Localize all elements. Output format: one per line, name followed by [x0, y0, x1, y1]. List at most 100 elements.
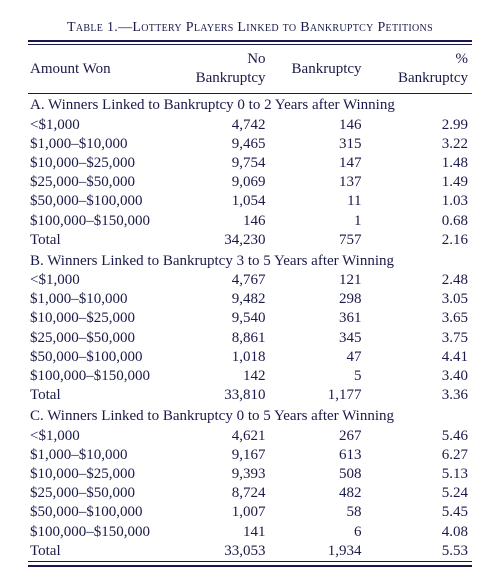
- table-row: $25,000–$50,0008,7244825.24: [28, 484, 472, 503]
- cell-pct-bankruptcy: 3.05: [386, 290, 472, 309]
- cell-amount-won: $10,000–$25,000: [28, 465, 192, 484]
- col-pct-bankruptcy: % Bankruptcy: [386, 45, 472, 93]
- cell-no-bankruptcy: 1,018: [192, 348, 289, 367]
- bottom-rule-thin: [28, 561, 472, 562]
- cell-no-bankruptcy: 9,393: [192, 465, 289, 484]
- cell-no-bankruptcy: 34,230: [192, 231, 289, 250]
- cell-amount-won: $100,000–$150,000: [28, 523, 192, 542]
- table-row: $100,000–$150,00014253.40: [28, 367, 472, 386]
- table-row: $1,000–$10,0009,4653153.22: [28, 135, 472, 154]
- cell-bankruptcy: 315: [290, 135, 386, 154]
- cell-bankruptcy: 1: [290, 212, 386, 231]
- cell-pct-bankruptcy: 1.49: [386, 173, 472, 192]
- panel-heading: C. Winners Linked to Bankruptcy 0 to 5 Y…: [28, 405, 472, 426]
- data-table: Amount Won No Bankruptcy Bankruptcy % Ba…: [28, 45, 472, 561]
- cell-bankruptcy: 345: [290, 329, 386, 348]
- panel-heading: A. Winners Linked to Bankruptcy 0 to 2 Y…: [28, 94, 472, 115]
- col-bankruptcy: Bankruptcy: [290, 45, 386, 93]
- cell-no-bankruptcy: 146: [192, 212, 289, 231]
- cell-pct-bankruptcy: 1.48: [386, 154, 472, 173]
- panel-heading-text: A. Winners Linked to Bankruptcy 0 to 2 Y…: [28, 94, 472, 115]
- cell-pct-bankruptcy: 5.13: [386, 465, 472, 484]
- cell-bankruptcy: 1,934: [290, 542, 386, 561]
- table-title: Table 1.—Lottery Players Linked to Bankr…: [28, 20, 472, 40]
- table-row: $1,000–$10,0009,1676136.27: [28, 446, 472, 465]
- table-row: $10,000–$25,0009,5403613.65: [28, 309, 472, 328]
- cell-pct-bankruptcy: 1.03: [386, 192, 472, 211]
- table-row: $25,000–$50,0009,0691371.49: [28, 173, 472, 192]
- cell-pct-bankruptcy: 5.24: [386, 484, 472, 503]
- cell-pct-bankruptcy: 3.65: [386, 309, 472, 328]
- cell-pct-bankruptcy: 3.22: [386, 135, 472, 154]
- cell-no-bankruptcy: 141: [192, 523, 289, 542]
- cell-amount-won: Total: [28, 386, 192, 405]
- panel-heading: B. Winners Linked to Bankruptcy 3 to 5 Y…: [28, 250, 472, 271]
- cell-no-bankruptcy: 9,754: [192, 154, 289, 173]
- cell-bankruptcy: 298: [290, 290, 386, 309]
- cell-bankruptcy: 121: [290, 271, 386, 290]
- table-row: $50,000–$100,0001,018474.41: [28, 348, 472, 367]
- cell-amount-won: <$1,000: [28, 271, 192, 290]
- cell-no-bankruptcy: 4,767: [192, 271, 289, 290]
- cell-bankruptcy: 147: [290, 154, 386, 173]
- table-row: Total33,8101,1773.36: [28, 386, 472, 405]
- cell-amount-won: Total: [28, 542, 192, 561]
- cell-amount-won: $1,000–$10,000: [28, 446, 192, 465]
- cell-no-bankruptcy: 9,167: [192, 446, 289, 465]
- cell-pct-bankruptcy: 5.45: [386, 503, 472, 522]
- col-no-bankruptcy: No Bankruptcy: [192, 45, 289, 93]
- cell-amount-won: <$1,000: [28, 116, 192, 135]
- cell-amount-won: $50,000–$100,000: [28, 503, 192, 522]
- table-row: $50,000–$100,0001,054111.03: [28, 192, 472, 211]
- cell-no-bankruptcy: 8,861: [192, 329, 289, 348]
- cell-pct-bankruptcy: 0.68: [386, 212, 472, 231]
- top-rule: [28, 40, 472, 42]
- cell-pct-bankruptcy: 3.40: [386, 367, 472, 386]
- table-body: A. Winners Linked to Bankruptcy 0 to 2 Y…: [28, 93, 472, 561]
- table-row: Total33,0531,9345.53: [28, 542, 472, 561]
- cell-bankruptcy: 6: [290, 523, 386, 542]
- cell-amount-won: $100,000–$150,000: [28, 212, 192, 231]
- cell-pct-bankruptcy: 2.99: [386, 116, 472, 135]
- cell-pct-bankruptcy: 6.27: [386, 446, 472, 465]
- cell-amount-won: <$1,000: [28, 427, 192, 446]
- cell-amount-won: $10,000–$25,000: [28, 154, 192, 173]
- cell-no-bankruptcy: 9,540: [192, 309, 289, 328]
- panel-heading-text: B. Winners Linked to Bankruptcy 3 to 5 Y…: [28, 250, 472, 271]
- cell-bankruptcy: 267: [290, 427, 386, 446]
- cell-bankruptcy: 361: [290, 309, 386, 328]
- cell-no-bankruptcy: 4,742: [192, 116, 289, 135]
- cell-no-bankruptcy: 33,810: [192, 386, 289, 405]
- table-row: Total34,2307572.16: [28, 231, 472, 250]
- cell-no-bankruptcy: 1,054: [192, 192, 289, 211]
- col-amount-won: Amount Won: [28, 45, 192, 93]
- cell-no-bankruptcy: 33,053: [192, 542, 289, 561]
- cell-bankruptcy: 1,177: [290, 386, 386, 405]
- cell-amount-won: $10,000–$25,000: [28, 309, 192, 328]
- panel-heading-text: C. Winners Linked to Bankruptcy 0 to 5 Y…: [28, 405, 472, 426]
- cell-no-bankruptcy: 4,621: [192, 427, 289, 446]
- cell-pct-bankruptcy: 2.48: [386, 271, 472, 290]
- cell-no-bankruptcy: 1,007: [192, 503, 289, 522]
- cell-amount-won: $25,000–$50,000: [28, 173, 192, 192]
- table-row: $50,000–$100,0001,007585.45: [28, 503, 472, 522]
- table-row: $10,000–$25,0009,7541471.48: [28, 154, 472, 173]
- cell-amount-won: $1,000–$10,000: [28, 290, 192, 309]
- table-row: $100,000–$150,00014610.68: [28, 212, 472, 231]
- cell-amount-won: $100,000–$150,000: [28, 367, 192, 386]
- cell-pct-bankruptcy: 3.75: [386, 329, 472, 348]
- cell-amount-won: $1,000–$10,000: [28, 135, 192, 154]
- cell-amount-won: $50,000–$100,000: [28, 192, 192, 211]
- cell-no-bankruptcy: 8,724: [192, 484, 289, 503]
- cell-bankruptcy: 5: [290, 367, 386, 386]
- table-row: <$1,0004,7421462.99: [28, 116, 472, 135]
- table-row: $10,000–$25,0009,3935085.13: [28, 465, 472, 484]
- cell-bankruptcy: 137: [290, 173, 386, 192]
- cell-bankruptcy: 508: [290, 465, 386, 484]
- cell-pct-bankruptcy: 2.16: [386, 231, 472, 250]
- cell-amount-won: $25,000–$50,000: [28, 329, 192, 348]
- cell-no-bankruptcy: 9,069: [192, 173, 289, 192]
- cell-pct-bankruptcy: 4.41: [386, 348, 472, 367]
- cell-no-bankruptcy: 9,465: [192, 135, 289, 154]
- table-row: $25,000–$50,0008,8613453.75: [28, 329, 472, 348]
